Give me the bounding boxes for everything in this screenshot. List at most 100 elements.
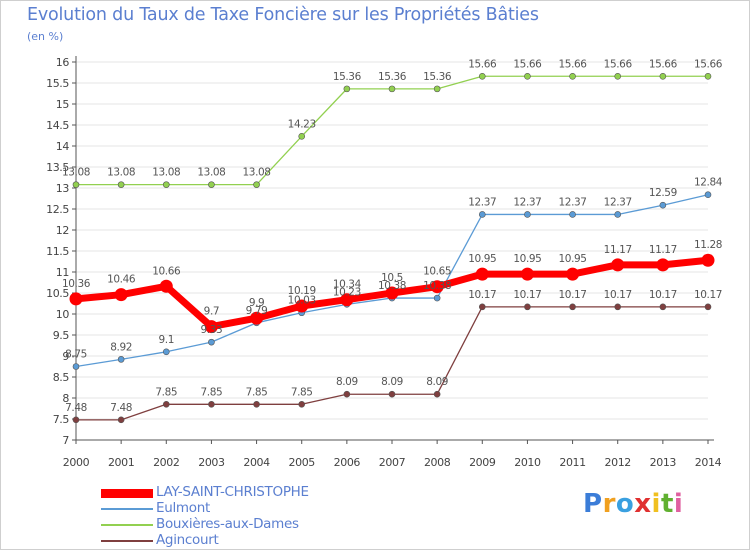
x-tick-label: 2008 bbox=[424, 456, 451, 469]
data-point bbox=[569, 211, 576, 218]
brand-logo: Proxiti bbox=[583, 489, 683, 519]
data-point bbox=[566, 267, 580, 281]
data-label: 9.79 bbox=[246, 305, 268, 317]
data-point bbox=[295, 299, 309, 313]
series-group bbox=[69, 72, 715, 424]
axes: 7 7.5 8 8.5 9 9.5 10 10.5 11 11.5 12 12.5 13 13.5 14 14… bbox=[46, 56, 722, 469]
data-point bbox=[475, 267, 489, 281]
data-label: 15.36 bbox=[333, 71, 362, 83]
x-tick-label: 2006 bbox=[334, 456, 361, 469]
data-point bbox=[69, 292, 83, 306]
data-label: 12.59 bbox=[649, 187, 677, 199]
data-label: 14.23 bbox=[288, 118, 316, 130]
x-tick-label: 2005 bbox=[289, 456, 316, 469]
data-label: 7.48 bbox=[110, 402, 132, 414]
data-point bbox=[117, 356, 125, 363]
data-point bbox=[340, 293, 354, 307]
data-label: 11.28 bbox=[694, 239, 722, 251]
data-label: 10.46 bbox=[107, 274, 136, 286]
y-tick-label: 12.5 bbox=[46, 203, 69, 216]
x-tick-label: 2000 bbox=[63, 456, 90, 469]
x-tick-label: 2014 bbox=[695, 456, 722, 469]
data-point bbox=[611, 258, 625, 272]
data-label: 8.09 bbox=[381, 376, 403, 388]
data-point bbox=[72, 363, 80, 370]
data-label: 7.85 bbox=[246, 386, 268, 398]
data-point bbox=[114, 288, 128, 302]
y-tick-label: 10.5 bbox=[46, 287, 69, 300]
data-point bbox=[72, 181, 80, 188]
y-tick-label: 9 bbox=[62, 350, 69, 363]
y-tick-label: 9.5 bbox=[53, 329, 70, 342]
data-point bbox=[659, 72, 667, 80]
y-tick-label: 12 bbox=[56, 224, 69, 237]
legend-swatch bbox=[101, 508, 153, 510]
y-tick-label: 7 bbox=[62, 434, 69, 447]
brand-letter: i bbox=[673, 489, 684, 519]
grid-lines bbox=[76, 61, 708, 441]
data-label: 13.08 bbox=[197, 167, 225, 179]
chart-subtitle: (en %) bbox=[27, 30, 64, 43]
data-point bbox=[520, 267, 534, 281]
data-point bbox=[478, 211, 486, 218]
data-label: 9.33 bbox=[201, 324, 223, 336]
data-point bbox=[433, 390, 441, 398]
x-tick-label: 2002 bbox=[153, 456, 179, 469]
data-point bbox=[656, 258, 670, 272]
y-tick-label: 16 bbox=[56, 56, 70, 69]
data-point bbox=[569, 303, 576, 311]
x-tick-label: 2004 bbox=[243, 456, 270, 469]
data-label: 15.66 bbox=[604, 58, 633, 70]
data-point bbox=[659, 201, 667, 209]
y-tick-label: 8 bbox=[62, 392, 69, 405]
data-point bbox=[117, 416, 125, 424]
data-label: 10.95 bbox=[559, 253, 587, 265]
data-label: 15.66 bbox=[468, 58, 497, 70]
data-label: 12.84 bbox=[694, 177, 723, 189]
data-label: 10.17 bbox=[604, 289, 632, 301]
data-point bbox=[704, 191, 712, 199]
data-label: 10.19 bbox=[288, 285, 316, 297]
data-label: 12.37 bbox=[513, 196, 541, 208]
x-tick-label: 2010 bbox=[514, 456, 541, 469]
data-point bbox=[614, 72, 622, 80]
legend-swatch bbox=[101, 488, 153, 498]
x-tick-label: 2012 bbox=[605, 456, 631, 469]
data-label: 7.48 bbox=[65, 402, 87, 414]
x-tick-label: 2001 bbox=[108, 456, 134, 469]
data-point bbox=[524, 211, 531, 218]
data-label: 10.95 bbox=[468, 253, 496, 265]
data-label: 13.08 bbox=[62, 167, 90, 179]
data-point bbox=[433, 294, 441, 302]
data-point bbox=[343, 390, 351, 398]
data-point bbox=[159, 279, 173, 293]
data-point bbox=[204, 320, 218, 334]
data-label: 15.36 bbox=[378, 71, 407, 83]
data-label: 13.08 bbox=[243, 167, 271, 179]
data-point bbox=[343, 85, 351, 93]
y-tick-label: 15.5 bbox=[46, 77, 69, 90]
data-label: 13.08 bbox=[107, 167, 135, 179]
data-point bbox=[524, 303, 531, 311]
x-tick-label: 2003 bbox=[198, 456, 225, 469]
legend-label: Eulmont bbox=[156, 500, 210, 516]
data-label: 13.08 bbox=[152, 167, 180, 179]
data-label: 10.65 bbox=[423, 266, 451, 278]
y-tick-label: 11 bbox=[56, 266, 69, 279]
data-point bbox=[208, 400, 215, 408]
data-point bbox=[704, 303, 712, 311]
data-label: 12.37 bbox=[559, 196, 587, 208]
data-label: 12.37 bbox=[468, 196, 496, 208]
data-point bbox=[253, 400, 260, 408]
data-labels: 13.08 13.08 13.08 13.08 13.08 14.23 15.36 15.36… bbox=[62, 58, 723, 414]
data-point bbox=[659, 303, 667, 311]
data-label: 10.5 bbox=[381, 272, 403, 284]
data-label: 7.85 bbox=[291, 386, 313, 398]
data-point bbox=[704, 72, 712, 80]
data-point bbox=[701, 253, 715, 267]
data-label: 10.17 bbox=[468, 289, 496, 301]
data-point bbox=[433, 85, 441, 93]
data-point bbox=[162, 400, 170, 408]
